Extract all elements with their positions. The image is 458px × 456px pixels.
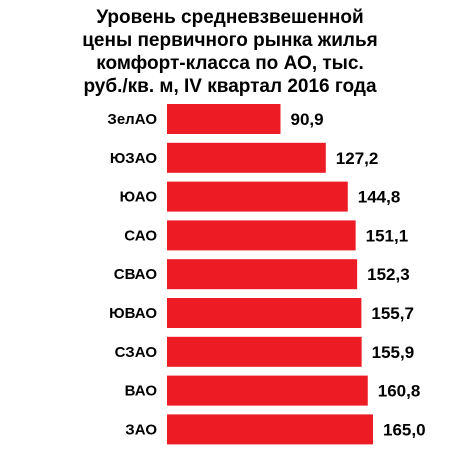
category-label: САО — [124, 227, 157, 244]
value-label: 165,0 — [383, 420, 426, 439]
category-label: СЗАО — [115, 344, 158, 361]
value-label: 155,9 — [372, 343, 415, 362]
category-label: ЮВАО — [109, 305, 157, 322]
value-label: 155,7 — [371, 304, 414, 323]
chart-title-line-3: комфорт-класса по АО, тыс. — [96, 53, 364, 74]
bar — [167, 375, 368, 406]
bar — [167, 298, 362, 328]
value-label: 127,2 — [336, 149, 379, 168]
category-label: СВАО — [114, 266, 158, 283]
bar — [167, 181, 348, 212]
chart-title-line-4: руб./кв. м, IV квартал 2016 года — [83, 76, 377, 97]
category-label: ВАО — [125, 383, 158, 400]
value-label: 144,8 — [358, 188, 401, 207]
bar — [167, 414, 373, 445]
value-label: 152,3 — [367, 265, 410, 284]
bar — [167, 142, 326, 173]
category-label: ЗАО — [125, 421, 157, 438]
bar — [167, 104, 281, 134]
chart-title: Уровень средневзвешенной цены первичного… — [40, 6, 420, 98]
bar — [167, 259, 358, 290]
category-label: ЗелАО — [107, 111, 157, 128]
value-label: 151,1 — [366, 226, 409, 245]
value-label: 160,8 — [378, 382, 421, 401]
bar — [167, 336, 362, 367]
category-label: ЮЗАО — [110, 150, 158, 167]
category-label: ЮАО — [120, 189, 158, 206]
value-label: 90,9 — [290, 110, 323, 129]
chart-title-line-2: цены первичного рынка жилья — [82, 30, 378, 51]
bar — [167, 220, 356, 251]
chart-title-line-1: Уровень средневзвешенной — [96, 7, 364, 28]
